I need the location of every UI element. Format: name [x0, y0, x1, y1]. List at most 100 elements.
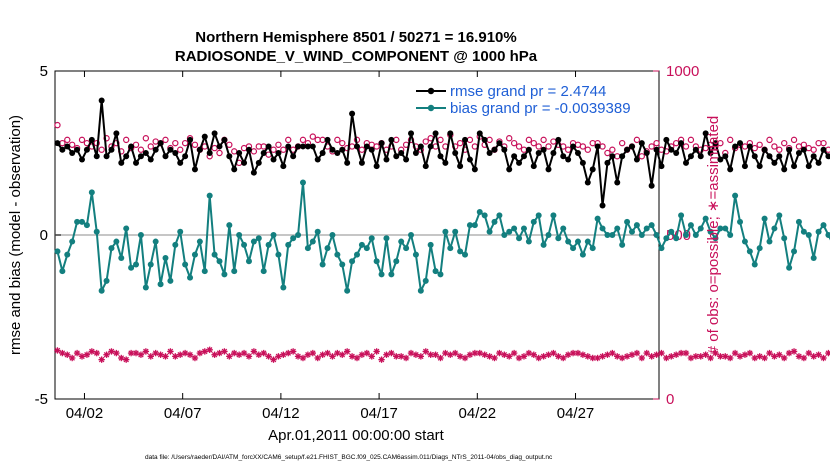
obs-possible-point — [64, 136, 71, 144]
obs-assimilated-point — [535, 354, 542, 362]
rmse-point — [241, 159, 248, 166]
bias-point — [191, 251, 198, 258]
rmse-point — [147, 156, 154, 163]
legend-bias-label: bias grand pr = -0.0039389 — [450, 100, 631, 117]
obs-assimilated-point — [388, 349, 395, 357]
obs-assimilated-point — [530, 351, 537, 358]
obs-possible-point — [540, 136, 547, 144]
bias-point — [501, 232, 508, 238]
obs-possible-point — [515, 143, 523, 150]
rmse-point — [462, 136, 469, 143]
bias-series — [54, 179, 830, 294]
bias-point — [152, 238, 159, 245]
rmse-point — [491, 146, 498, 153]
obs-possible-point — [181, 139, 189, 147]
bias-point — [226, 222, 233, 229]
bias-point — [732, 192, 739, 199]
bias-point — [388, 271, 395, 278]
rmse-point — [776, 153, 783, 160]
obs-assimilated-point — [83, 351, 91, 358]
rmse-point — [687, 153, 694, 160]
y-tick-label: 0 — [40, 227, 48, 244]
obs-assimilated-point — [525, 349, 533, 357]
rmse-point — [520, 153, 527, 160]
rmse-point — [673, 150, 680, 156]
bias-point — [584, 238, 591, 245]
obs-assimilated-point — [560, 354, 567, 362]
obs-assimilated-point — [383, 351, 390, 358]
obs-possible-point — [98, 146, 105, 153]
rmse-point — [349, 110, 356, 117]
obs-possible-point — [422, 138, 429, 145]
rmse-point — [83, 146, 90, 153]
obs-possible-point — [790, 136, 798, 144]
bias-point — [201, 268, 208, 275]
bias-point — [805, 232, 812, 238]
bias-point — [599, 225, 606, 232]
obs-possible-point — [162, 136, 169, 144]
obs-possible-point — [810, 146, 817, 153]
rmse-point — [545, 166, 552, 173]
rmse-point — [373, 163, 380, 170]
obs-assimilated-point — [746, 349, 754, 357]
rmse-point — [74, 146, 81, 153]
obs-possible-point — [172, 139, 179, 147]
bias-point — [555, 235, 562, 242]
bias-point — [393, 258, 400, 265]
obs-assimilated-point — [579, 351, 587, 358]
legend: rmse grand pr = 2.4744 bias grand pr = -… — [416, 83, 631, 117]
bias-point — [525, 238, 532, 245]
obs-assimilated-point — [672, 351, 680, 358]
rmse-point — [707, 150, 714, 156]
rmse-point — [211, 130, 218, 137]
bias-point — [383, 235, 390, 242]
bias-point — [471, 222, 478, 229]
obs-assimilated-point — [343, 348, 351, 355]
obs-assimilated-point — [609, 349, 616, 357]
bias-point — [741, 238, 748, 245]
bias-point — [771, 225, 778, 232]
obs-possible-point — [525, 136, 533, 144]
rmse-point — [69, 150, 76, 156]
obs-possible-point — [510, 139, 518, 147]
obs-assimilated-point — [707, 354, 714, 362]
bias-point — [54, 248, 61, 255]
obs-possible-point — [334, 136, 341, 144]
bias-point — [417, 287, 424, 294]
bias-point — [280, 284, 287, 291]
rmse-point — [250, 169, 257, 176]
bias-point — [157, 281, 164, 288]
obs-possible-point — [672, 139, 680, 147]
rmse-point — [800, 146, 807, 153]
bias-point — [791, 248, 798, 255]
obs-assimilated-point — [599, 353, 606, 360]
rmse-point — [481, 136, 488, 143]
obs-assimilated-point — [805, 349, 812, 357]
rmse-point — [452, 150, 459, 156]
rmse-point — [697, 153, 704, 160]
obs-assimilated-point — [520, 353, 528, 360]
obs-assimilated-point — [461, 354, 469, 362]
bias-point — [516, 235, 523, 242]
rmse-point — [619, 153, 626, 160]
rmse-point — [570, 143, 577, 150]
rmse-point — [383, 156, 390, 163]
obs-assimilated-point — [756, 353, 763, 360]
bias-point — [427, 241, 434, 248]
obs-possible-point — [137, 146, 145, 153]
bias-point — [702, 215, 709, 222]
obs-assimilated-point — [270, 356, 277, 363]
obs-assimilated-point — [231, 349, 238, 357]
bias-point — [319, 261, 326, 268]
obs-possible-point — [177, 146, 184, 153]
bias-point — [123, 225, 130, 232]
obs-assimilated-point — [668, 353, 675, 360]
bias-point — [800, 228, 807, 235]
obs-assimilated-point — [417, 353, 425, 360]
rmse-point — [309, 143, 316, 150]
bias-point — [560, 225, 567, 232]
y-right-tick-label: 1000 — [666, 63, 699, 80]
bias-point — [354, 251, 360, 258]
bias-point — [462, 251, 469, 258]
bias-point — [98, 287, 105, 294]
